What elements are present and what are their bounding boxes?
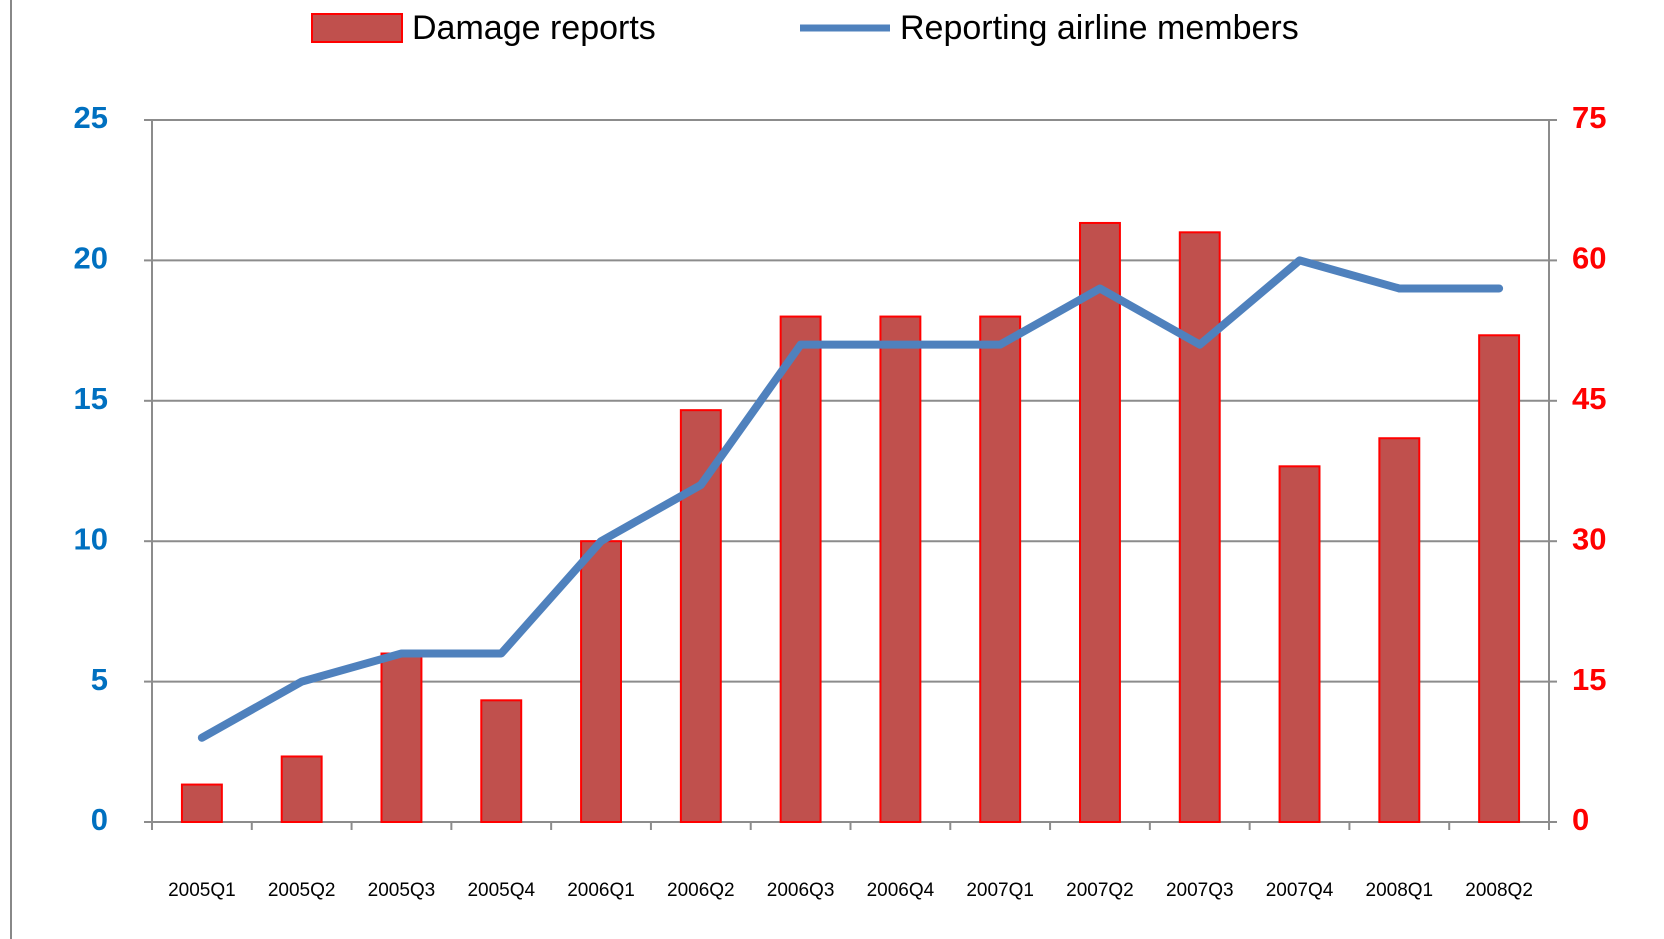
y-tick-label: 10 xyxy=(74,521,108,556)
y-tick-label: 20 xyxy=(74,241,108,276)
bar xyxy=(779,315,822,823)
line xyxy=(197,256,1504,742)
bar xyxy=(380,652,423,824)
x-tick-label: 2006Q1 xyxy=(567,880,635,901)
y2-tick-label: 0 xyxy=(1572,802,1589,837)
x-tick-label: 2006Q2 xyxy=(667,880,735,901)
y-tick-label: 5 xyxy=(91,662,108,697)
y-tick-label: 25 xyxy=(74,100,108,135)
y2-tick-label: 60 xyxy=(1572,241,1606,276)
bar xyxy=(1178,231,1221,823)
y2-tick-label: 15 xyxy=(1572,662,1606,697)
y-tick-label: 15 xyxy=(74,381,108,416)
x-tick-label: 2005Q2 xyxy=(268,880,336,901)
y-tick-label: 0 xyxy=(91,802,108,837)
x-tick-label: 2006Q3 xyxy=(767,880,835,901)
legend-swatch xyxy=(311,13,403,43)
bar xyxy=(1478,334,1521,823)
bar xyxy=(480,699,523,824)
x-tick-label: 2007Q2 xyxy=(1066,880,1134,901)
legend-label: Reporting airline members xyxy=(900,9,1299,47)
bar xyxy=(1378,437,1421,823)
x-tick-label: 2007Q4 xyxy=(1266,880,1334,901)
y2-tick-label: 45 xyxy=(1572,381,1606,416)
x-tick-label: 2005Q4 xyxy=(467,880,535,901)
x-tick-label: 2006Q4 xyxy=(867,880,935,901)
bar xyxy=(180,783,223,823)
x-tick-label: 2007Q1 xyxy=(966,880,1034,901)
x-tick-label: 2005Q1 xyxy=(168,880,236,901)
bar xyxy=(879,315,922,823)
bar xyxy=(280,755,323,823)
bar xyxy=(1079,221,1121,823)
x-tick-label: 2005Q3 xyxy=(368,880,436,901)
bar xyxy=(1278,465,1321,823)
bar xyxy=(580,540,622,823)
y2-tick-label: 75 xyxy=(1572,100,1606,135)
bar xyxy=(979,315,1022,823)
x-tick-label: 2008Q2 xyxy=(1465,880,1533,901)
legend-label: Damage reports xyxy=(412,9,656,47)
x-tick-label: 2007Q3 xyxy=(1166,880,1234,901)
x-tick-label: 2008Q1 xyxy=(1366,880,1434,901)
y2-tick-label: 30 xyxy=(1572,521,1606,556)
